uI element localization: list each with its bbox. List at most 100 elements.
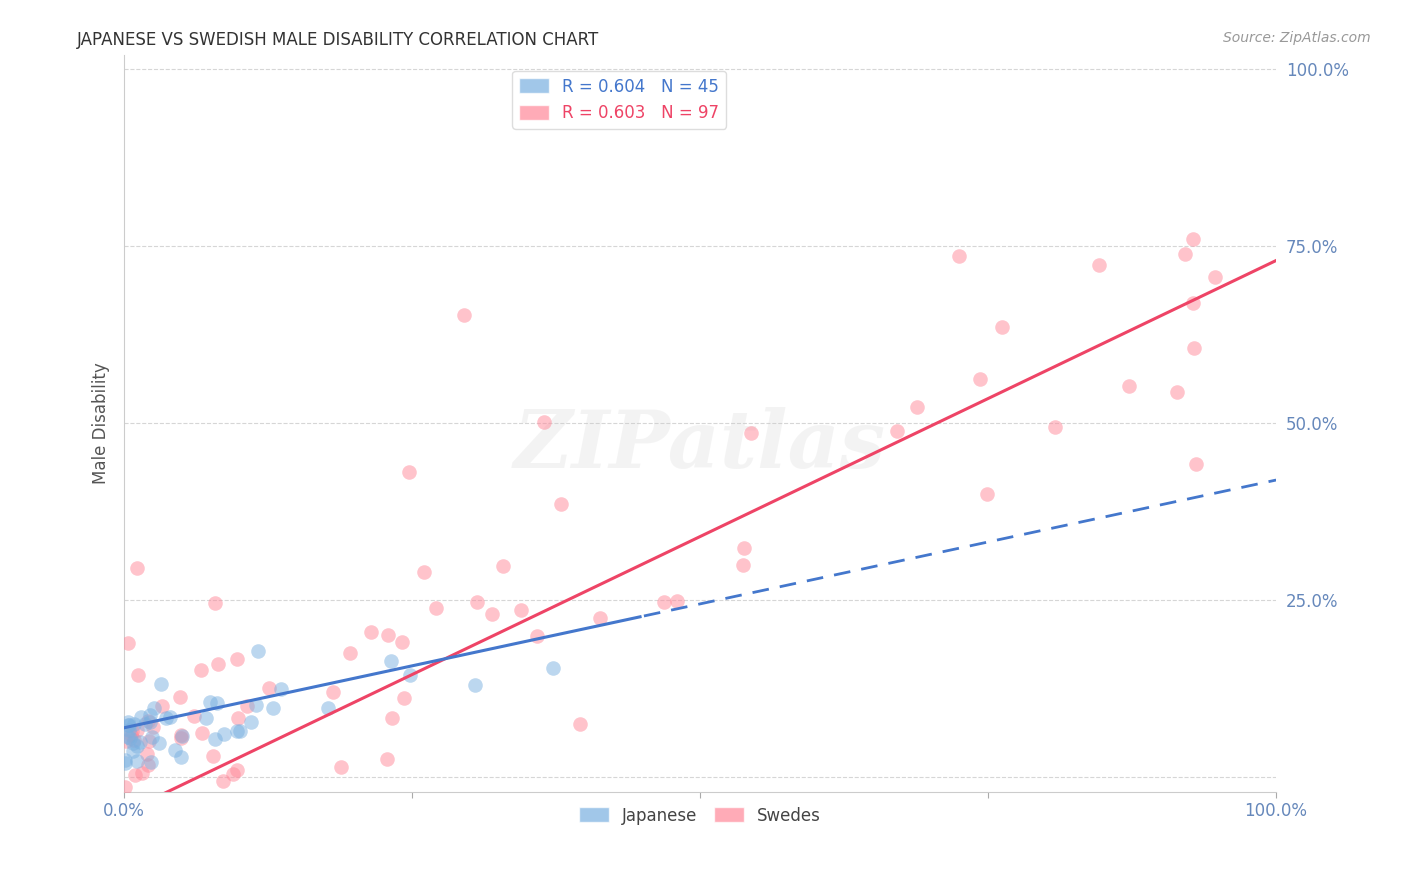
Point [200, 696, 222, 710]
Point [124, 805, 146, 820]
Point [1182, 232, 1205, 246]
Text: Source: ZipAtlas.com: Source: ZipAtlas.com [1223, 31, 1371, 45]
Text: JAPANESE VS SWEDISH MALE DISABILITY CORRELATION CHART: JAPANESE VS SWEDISH MALE DISABILITY CORR… [77, 31, 599, 49]
Point [322, 685, 344, 699]
Point [148, 736, 170, 750]
Point [204, 732, 226, 747]
Point [148, 805, 170, 820]
Point [159, 709, 181, 723]
Point [969, 372, 991, 386]
Point [183, 709, 205, 723]
Point [492, 558, 515, 573]
Point [1043, 419, 1066, 434]
Point [377, 628, 399, 642]
Point [375, 752, 398, 766]
Point [990, 320, 1012, 334]
Point [1087, 258, 1109, 272]
Point [391, 635, 413, 649]
Point [122, 733, 145, 747]
Point [117, 796, 139, 810]
Point [124, 768, 146, 782]
Point [226, 764, 249, 778]
Point [283, 805, 305, 820]
Point [226, 652, 249, 666]
Point [229, 724, 252, 739]
Point [139, 805, 162, 820]
Point [127, 668, 149, 682]
Point [170, 749, 193, 764]
Point [150, 699, 173, 714]
Point [141, 730, 163, 744]
Point [453, 308, 475, 322]
Point [569, 717, 592, 731]
Point [115, 734, 138, 748]
Point [121, 805, 143, 820]
Point [114, 756, 136, 771]
Point [118, 723, 141, 738]
Point [339, 647, 361, 661]
Point [136, 758, 159, 772]
Point [121, 724, 143, 739]
Point [114, 805, 136, 819]
Point [236, 698, 259, 713]
Point [114, 752, 136, 766]
Point [125, 723, 148, 737]
Point [131, 766, 153, 780]
Point [169, 731, 191, 746]
Point [136, 714, 159, 729]
Point [170, 727, 193, 741]
Point [207, 657, 229, 672]
Point [526, 629, 548, 643]
Point [129, 710, 152, 724]
Point [155, 805, 177, 820]
Point [398, 465, 420, 479]
Point [134, 716, 156, 731]
Point [125, 754, 148, 768]
Point [136, 747, 159, 761]
Point [163, 743, 186, 757]
Point [118, 805, 141, 820]
Point [194, 710, 217, 724]
Point [399, 668, 422, 682]
Point [425, 601, 447, 615]
Point [222, 766, 245, 780]
Point [276, 805, 298, 820]
Point [510, 603, 533, 617]
Point [886, 425, 908, 439]
Point [239, 714, 262, 729]
Point [1174, 247, 1197, 261]
Point [180, 805, 202, 820]
Point [205, 696, 228, 710]
Point [1204, 270, 1226, 285]
Point [226, 724, 249, 739]
Legend: Japanese, Swedes: Japanese, Swedes [572, 800, 828, 831]
Point [316, 701, 339, 715]
Point [128, 735, 150, 749]
Point [245, 698, 267, 713]
Point [169, 690, 191, 704]
Point [262, 701, 284, 715]
Point [142, 720, 165, 734]
Point [214, 727, 236, 741]
Point [139, 756, 162, 770]
Point [190, 805, 212, 820]
Point [905, 400, 928, 414]
Point [226, 711, 249, 725]
Point [122, 736, 145, 750]
Point [155, 711, 177, 725]
Point [257, 681, 280, 695]
Point [465, 595, 488, 609]
Point [125, 799, 148, 814]
Point [733, 541, 755, 556]
Point [550, 497, 572, 511]
Y-axis label: Male Disability: Male Disability [93, 362, 110, 484]
Point [464, 678, 486, 692]
Point [412, 566, 434, 580]
Point [117, 718, 139, 732]
Point [139, 715, 162, 730]
Point [246, 644, 269, 658]
Point [117, 714, 139, 729]
Point [1166, 385, 1188, 400]
Point [1182, 296, 1205, 310]
Point [533, 415, 555, 429]
